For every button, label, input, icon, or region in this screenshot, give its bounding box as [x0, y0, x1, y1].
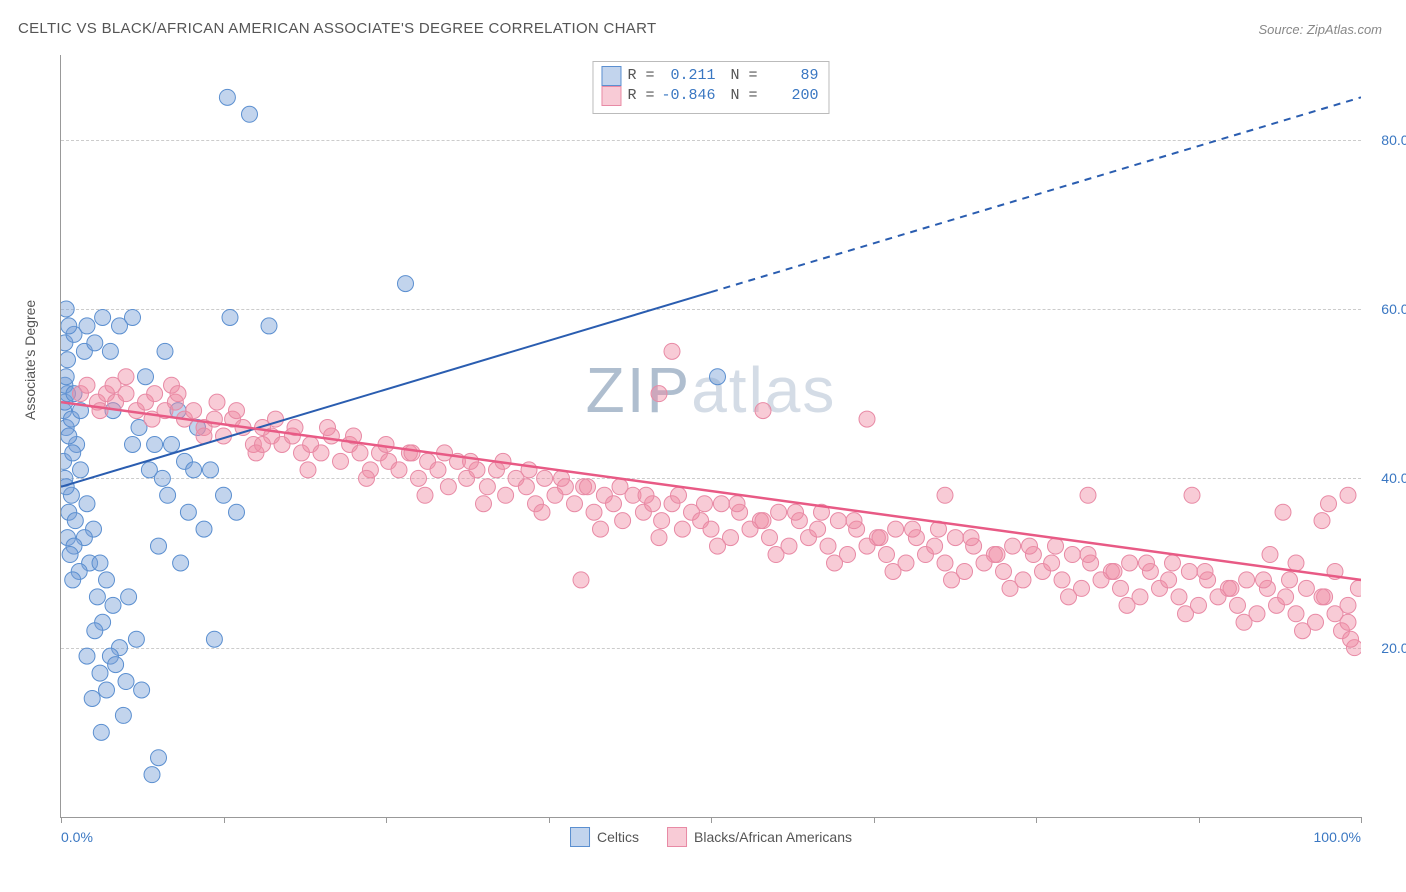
scatter-plot-area: ZIPatlas R = 0.211 N = 89 R = -0.846 N =… [60, 55, 1361, 818]
y-tick-label: 40.0% [1366, 470, 1406, 486]
x-tick-label: 100.0% [1314, 829, 1361, 845]
swatch-celtics [601, 66, 621, 86]
x-tick [1361, 817, 1362, 823]
trend-line [61, 292, 711, 487]
trend-line-extrapolated [711, 97, 1361, 292]
y-tick-label: 20.0% [1366, 640, 1406, 656]
correlation-stats-box: R = 0.211 N = 89 R = -0.846 N = 200 [592, 61, 829, 114]
y-tick-label: 80.0% [1366, 132, 1406, 148]
r-label: R = [627, 66, 654, 86]
stats-row-celtics: R = 0.211 N = 89 [601, 66, 818, 86]
legend-item-celtics: Celtics [570, 827, 639, 847]
x-tick [549, 817, 550, 823]
stats-row-black-aa: R = -0.846 N = 200 [601, 86, 818, 106]
n-label: N = [722, 86, 758, 106]
legend-item-black-aa: Blacks/African Americans [667, 827, 852, 847]
x-tick [874, 817, 875, 823]
x-tick [61, 817, 62, 823]
y-tick-label: 60.0% [1366, 301, 1406, 317]
source-attribution: Source: ZipAtlas.com [1258, 22, 1382, 37]
x-tick-label: 0.0% [61, 829, 93, 845]
x-tick [1199, 817, 1200, 823]
legend-swatch-celtics [570, 827, 590, 847]
legend-label-celtics: Celtics [597, 829, 639, 845]
legend-label-black-aa: Blacks/African Americans [694, 829, 852, 845]
r-value-celtics: 0.211 [661, 66, 716, 86]
x-tick [711, 817, 712, 823]
r-value-black-aa: -0.846 [661, 86, 716, 106]
bottom-legend: Celtics Blacks/African Americans [570, 827, 852, 847]
n-value-black-aa: 200 [764, 86, 819, 106]
swatch-black-aa [601, 86, 621, 106]
r-label: R = [627, 86, 654, 106]
trend-lines-layer [61, 55, 1361, 817]
chart-title: CELTIC VS BLACK/AFRICAN AMERICAN ASSOCIA… [18, 20, 656, 37]
x-tick [1036, 817, 1037, 823]
trend-line [61, 402, 1361, 580]
x-tick [224, 817, 225, 823]
x-tick [386, 817, 387, 823]
legend-swatch-black-aa [667, 827, 687, 847]
y-axis-label: Associate's Degree [22, 300, 38, 420]
n-label: N = [722, 66, 758, 86]
n-value-celtics: 89 [764, 66, 819, 86]
